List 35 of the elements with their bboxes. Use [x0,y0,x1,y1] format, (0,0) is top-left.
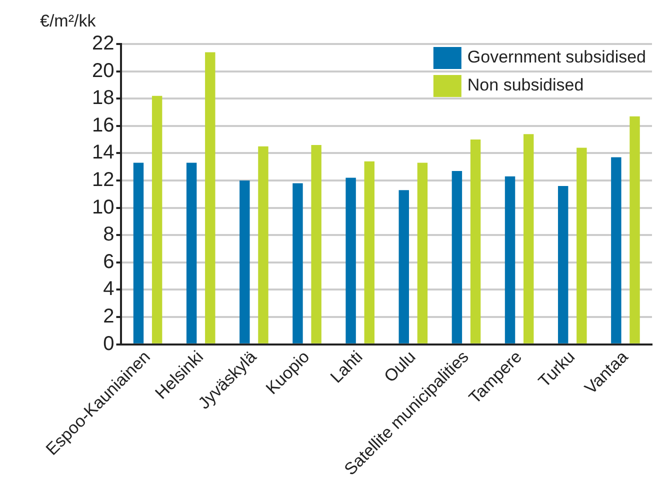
bar [558,186,568,344]
y-tick-label: 22 [92,32,114,55]
y-tick-label: 16 [92,114,114,136]
bar [292,183,303,344]
bar [346,178,356,344]
legend-label: Government subsidised [467,48,646,67]
y-tick-label: 2 [103,306,114,328]
y-tick-label: 18 [92,87,114,110]
bar [205,52,216,344]
bar [523,134,534,344]
y-tick-label: 12 [92,169,114,192]
bar [417,162,428,344]
bar [611,157,622,344]
y-tick-label: 20 [92,60,114,82]
y-tick-label: 4 [103,278,114,300]
bar [186,162,197,344]
bar [311,145,322,344]
bar [240,180,250,344]
bar [452,170,462,344]
bar [470,140,481,344]
y-tick-label: 0 [103,332,114,355]
y-axis-title: €/m²/kk [40,12,96,31]
bar [152,96,162,344]
bar [133,162,144,344]
bar [258,146,268,344]
bar [398,190,409,344]
y-tick-label: 14 [92,142,114,164]
y-tick-label: 10 [92,196,114,218]
bar [364,161,374,344]
y-tick-label: 8 [103,224,114,246]
legend-label: Non subsidised [467,76,584,95]
bar [630,116,640,344]
bar [504,176,516,344]
y-tick-label: 6 [103,250,114,273]
bar [576,148,587,344]
